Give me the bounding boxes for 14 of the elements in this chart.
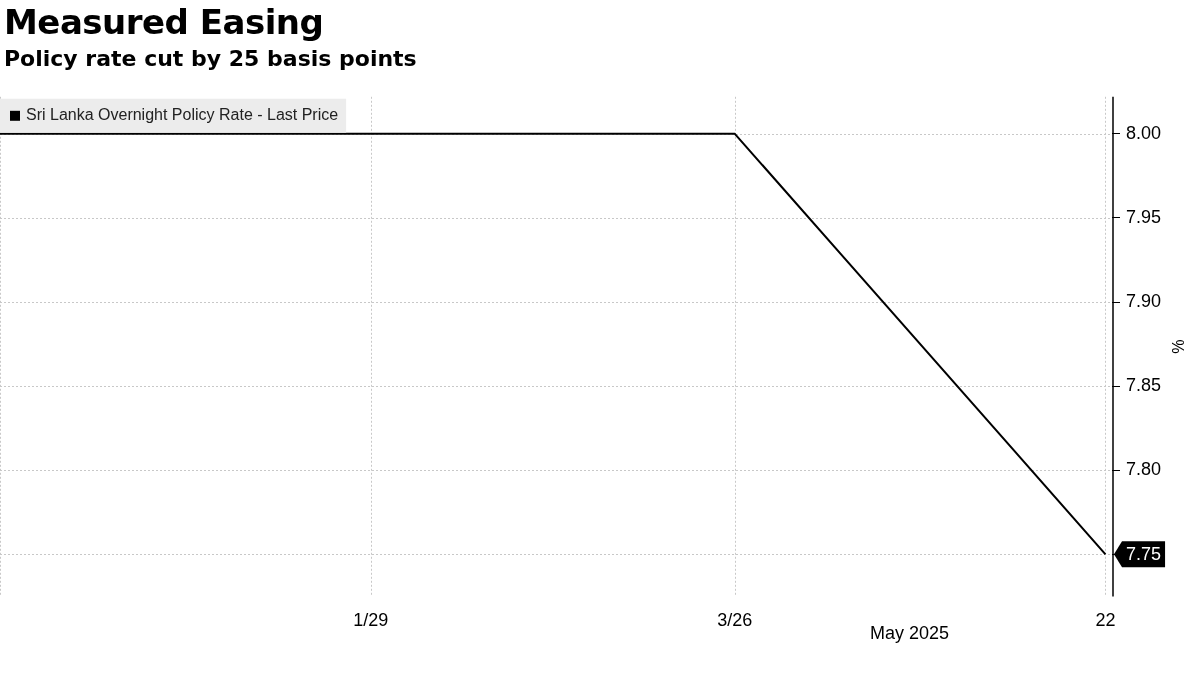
chart-subtitle: Policy rate cut by 25 basis points [4, 46, 417, 71]
y-tick-label: 7.80 [1126, 459, 1162, 480]
x-tick-label: 1/29 [353, 610, 389, 631]
chart-title: Measured Easing [4, 2, 324, 42]
y-tick-label: 7.95 [1126, 206, 1162, 227]
y-tick-label: 8.00 [1126, 122, 1162, 143]
x-tick-label: 22 [1095, 610, 1116, 631]
data-label: 7.75 [1126, 544, 1162, 565]
legend-label: Sri Lanka Overnight Policy Rate - Last Price [26, 106, 339, 124]
y-axis-title: % [1168, 339, 1186, 354]
y-tick-label: 7.85 [1126, 375, 1162, 396]
x-tick-label: 3/26 [717, 610, 753, 631]
text: May 2025 [870, 623, 950, 644]
y-tick-label: 7.90 [1126, 290, 1162, 311]
